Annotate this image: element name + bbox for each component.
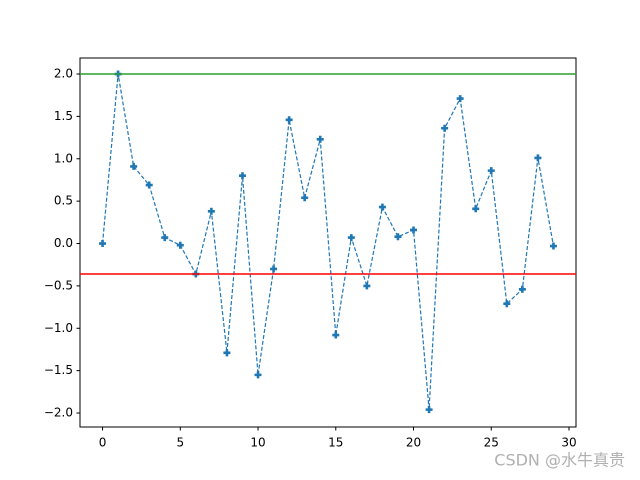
marker	[130, 162, 138, 170]
marker	[161, 234, 169, 242]
y-tick-label: −1.5	[44, 363, 73, 377]
marker	[238, 172, 246, 180]
marker	[549, 242, 557, 250]
marker	[378, 203, 386, 211]
y-tick-label: −2.0	[44, 406, 73, 420]
marker	[503, 300, 511, 308]
y-tick-label: 1.0	[54, 151, 73, 165]
marker	[145, 181, 153, 189]
x-tick-label: 25	[484, 436, 499, 450]
marker	[270, 265, 278, 273]
marker	[176, 241, 184, 249]
marker	[456, 95, 464, 103]
x-tick-label: 15	[328, 436, 343, 450]
y-tick-label: 2.0	[54, 67, 73, 81]
marker	[394, 233, 402, 241]
y-tick-label: 0.0	[54, 236, 73, 250]
x-tick-label: 0	[99, 436, 107, 450]
y-tick-label: −1.0	[44, 321, 73, 335]
marker	[410, 226, 418, 234]
plot-frame	[79, 57, 577, 428]
data-line	[101, 73, 555, 410]
x-tick-label: 20	[406, 436, 421, 450]
marker	[363, 282, 371, 290]
marker	[301, 194, 309, 202]
marker	[472, 205, 480, 213]
marker	[207, 207, 215, 215]
x-tick-label: 10	[250, 436, 265, 450]
marker	[441, 124, 449, 132]
x-tick-label: 30	[561, 436, 576, 450]
marker	[332, 331, 340, 339]
marker	[285, 116, 293, 124]
watermark: CSDN @水牛真贵	[494, 451, 625, 470]
y-tick-label: 1.5	[54, 109, 73, 123]
marker	[487, 167, 495, 175]
y-tick-label: 0.5	[54, 194, 73, 208]
marker	[518, 285, 526, 293]
x-tick-label: 5	[176, 436, 184, 450]
marker	[99, 240, 107, 248]
marker	[534, 154, 542, 162]
marker	[347, 234, 355, 242]
marker	[316, 135, 324, 143]
marker	[223, 349, 231, 357]
y-tick-label: −0.5	[44, 278, 73, 292]
marker	[425, 406, 433, 414]
marker	[254, 371, 262, 379]
